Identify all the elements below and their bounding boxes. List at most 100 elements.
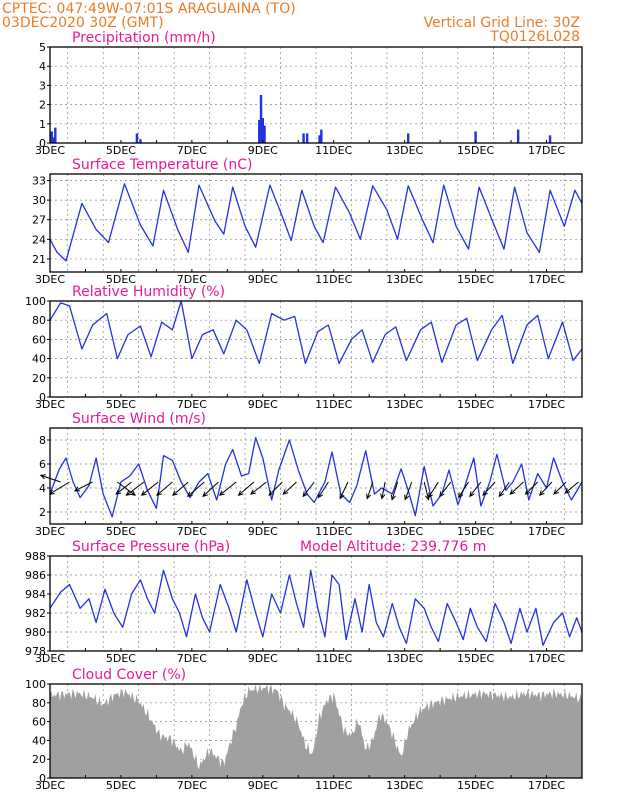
x-tick-label: 3DEC xyxy=(35,398,65,411)
wind-arrow xyxy=(156,481,173,496)
panel-frame xyxy=(49,173,583,273)
precip-bar xyxy=(52,137,55,143)
x-tick-label: 15DEC xyxy=(457,273,494,286)
wind-arrow xyxy=(318,481,329,498)
y-tick-label: 0 xyxy=(39,391,46,404)
x-tick-label: 5DEC xyxy=(106,144,136,157)
panel-0: 0 1 2 3 4 5 3DEC 5DEC 7DEC 9DEC 11DEC 13DEC 15DEC 17D… xyxy=(35,30,583,157)
y-tick-label: 30 xyxy=(32,194,46,207)
header-grid-note: Vertical Grid Line: 30Z xyxy=(424,15,580,31)
wind-arrow-head xyxy=(156,490,162,496)
wind-arrow xyxy=(539,481,553,496)
x-tick-label: 17DEC xyxy=(528,144,565,157)
wind-arrow xyxy=(40,474,61,483)
header-model-id: TQ0126L028 xyxy=(489,29,580,45)
panels: 0 1 2 3 4 5 3DEC 5DEC 7DEC 9DEC 11DEC 13DEC 15DEC 17D… xyxy=(25,30,583,792)
panel-title: Surface Wind (m/s) xyxy=(72,411,206,427)
precip-bar xyxy=(258,119,261,143)
x-tick-label: 13DEC xyxy=(386,779,423,792)
wind-arrow-head xyxy=(237,490,244,496)
panel-frame xyxy=(49,555,583,652)
x-tick-label: 7DEC xyxy=(177,525,207,538)
x-tick-label: 13DEC xyxy=(386,652,423,665)
panel-4: 978 980 982 984 986 988 3DEC 5DEC 7DEC 9DEC 11DEC 1… xyxy=(25,539,583,665)
wind-arrow xyxy=(187,481,205,497)
x-tick-label: 13DEC xyxy=(386,525,423,538)
wind-arrow xyxy=(115,481,132,495)
wind-arrow xyxy=(404,481,413,500)
wind-arrow-head xyxy=(302,491,308,498)
wind-arrow-head xyxy=(469,491,475,498)
panel-frame xyxy=(49,683,583,779)
x-tick-label: 15DEC xyxy=(457,525,494,538)
x-tick-label: 11DEC xyxy=(315,779,352,792)
y-tick-label: 980 xyxy=(25,626,46,639)
panel-frame xyxy=(49,300,583,398)
x-tick-label: 3DEC xyxy=(35,525,65,538)
wind-arrow-head xyxy=(250,489,256,495)
panel-annotation: Model Altitude: 239.776 m xyxy=(300,539,486,555)
y-tick-label: 2 xyxy=(39,506,46,519)
wind-arrow xyxy=(428,481,439,498)
x-tick-label: 7DEC xyxy=(177,398,207,411)
precip-bar xyxy=(259,95,263,143)
y-tick-label: 80 xyxy=(32,314,46,327)
precip-bar xyxy=(474,131,477,143)
precip-bar xyxy=(305,133,309,143)
precip-bar xyxy=(139,139,142,143)
cloud-cover-area xyxy=(50,684,582,778)
panel-title: Surface Temperature (nC) xyxy=(72,157,253,173)
wind-arrow-head xyxy=(404,494,410,501)
y-tick-label: 1 xyxy=(39,118,46,131)
x-tick-label: 7DEC xyxy=(177,273,207,286)
y-tick-label: 0 xyxy=(39,772,46,785)
wind-arrow-head xyxy=(39,474,46,480)
panel-title: Precipitation (mm/h) xyxy=(72,30,216,46)
wind-arrow-head xyxy=(115,489,122,495)
x-tick-label: 17DEC xyxy=(528,273,565,286)
y-tick-label: 978 xyxy=(25,645,46,658)
wind-arrow-head xyxy=(339,493,345,500)
x-tick-label: 9DEC xyxy=(248,144,278,157)
precip-bar xyxy=(50,131,53,143)
y-tick-label: 20 xyxy=(32,372,46,385)
x-tick-label: 15DEC xyxy=(457,652,494,665)
wind-arrow xyxy=(250,481,267,495)
y-tick-label: 60 xyxy=(32,716,46,729)
y-tick-label: 8 xyxy=(39,434,46,447)
panel-5: 0 20 40 60 80 100 3DEC 5DEC 7DEC 9DEC 11DEC 13DEC 15… xyxy=(25,667,583,792)
wind-arrow xyxy=(469,481,482,497)
x-tick-label: 7DEC xyxy=(177,144,207,157)
y-tick-label: 4 xyxy=(39,60,46,73)
y-tick-label: 100 xyxy=(25,295,46,308)
wind-arrow-head xyxy=(390,494,396,501)
y-tick-label: 24 xyxy=(32,233,46,246)
wind-arrow-head xyxy=(268,490,274,497)
y-tick-label: 0 xyxy=(39,137,46,150)
x-tick-label: 5DEC xyxy=(106,398,136,411)
wind-arrow-head xyxy=(282,489,289,495)
y-tick-label: 982 xyxy=(25,607,46,620)
x-tick-label: 9DEC xyxy=(248,652,278,665)
wind-arrow-head xyxy=(509,489,516,495)
x-tick-label: 9DEC xyxy=(248,779,278,792)
wind-arrow xyxy=(381,481,386,499)
precip-bar xyxy=(54,127,57,143)
x-tick-label: 11DEC xyxy=(315,273,352,286)
wind-arrow-head xyxy=(218,490,225,496)
wind-arrow xyxy=(172,481,189,496)
x-tick-label: 17DEC xyxy=(528,525,565,538)
x-tick-label: 3DEC xyxy=(35,652,65,665)
wind-arrow xyxy=(498,481,510,497)
wind-arrow-head xyxy=(427,492,433,499)
wind-arrow-head xyxy=(498,491,504,498)
wind-arrow xyxy=(268,481,283,496)
wind-arrow xyxy=(439,481,452,497)
wind-arrow xyxy=(366,481,374,499)
x-tick-label: 5DEC xyxy=(106,652,136,665)
x-tick-label: 3DEC xyxy=(35,144,65,157)
x-tick-label: 7DEC xyxy=(177,779,207,792)
x-tick-label: 13DEC xyxy=(386,273,423,286)
precip-bar xyxy=(302,133,305,143)
